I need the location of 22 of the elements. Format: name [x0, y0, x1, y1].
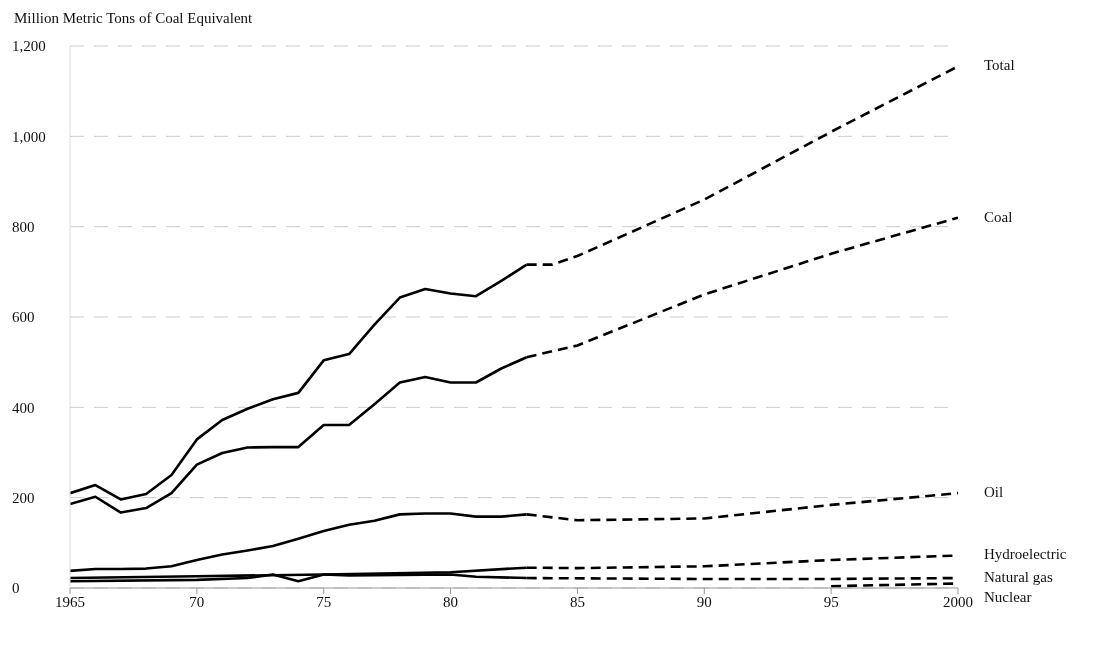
y-tick-label: 800: [12, 218, 35, 235]
series-label: Total: [984, 57, 1015, 75]
x-tick-label: 70: [189, 593, 205, 610]
series-label: Natural gas: [984, 569, 1053, 587]
series-label: Hydroelectric: [984, 546, 1067, 564]
y-tick-label: 1,000: [12, 128, 46, 145]
y-tick-label: 200: [12, 489, 35, 506]
x-tick-label: 90: [696, 593, 712, 610]
series-label: Coal: [984, 208, 1013, 226]
y-tick-label: 400: [12, 399, 35, 416]
y-tick-label: 0: [12, 580, 20, 597]
x-tick-label: 80: [443, 593, 459, 610]
x-tick-label: 95: [823, 593, 839, 610]
y-tick-label: 1,200: [12, 38, 46, 55]
series-label: Oil: [984, 484, 1004, 502]
x-tick-label: 85: [569, 593, 585, 610]
y-tick-label: 600: [12, 309, 35, 326]
x-tick-label: 1965: [55, 593, 85, 610]
x-tick-label: 75: [316, 593, 332, 610]
series-label: Nuclear: [984, 589, 1032, 607]
y-axis-title: Million Metric Tons of Coal Equivalent: [14, 10, 253, 27]
x-tick-label: 2000: [943, 593, 973, 610]
